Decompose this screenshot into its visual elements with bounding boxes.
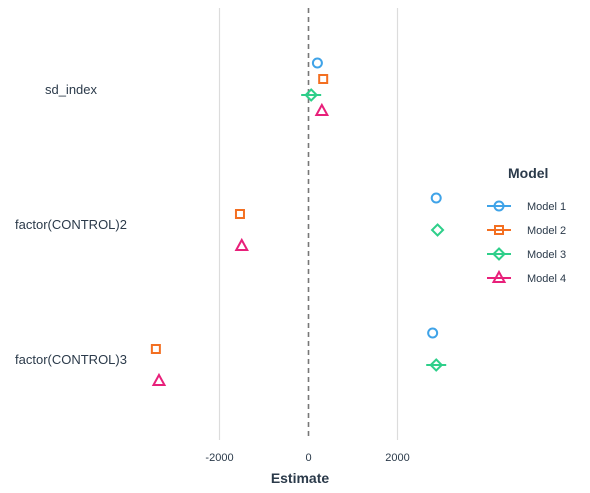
term-label: factor(CONTROL)3 [15, 352, 127, 367]
data-points [150, 57, 447, 386]
legend-key-marker [492, 247, 506, 261]
data-point [234, 237, 249, 251]
legend-entry-label: Model 4 [527, 273, 566, 285]
legend-entry-label: Model 1 [527, 201, 566, 213]
term-label: sd_index [45, 82, 98, 97]
x-axis-title: Estimate [271, 470, 330, 486]
grid-lines [218, 8, 399, 440]
data-point [150, 344, 161, 354]
x-tick-label: 2000 [385, 452, 409, 464]
data-point [318, 74, 329, 84]
legend-title: Model [508, 165, 548, 181]
legend-entry-label: Model 2 [527, 225, 566, 237]
term-axis-labels: sd_index factor(CONTROL)2 factor(CONTROL)3 [15, 82, 127, 367]
x-tick-label: -2000 [205, 452, 233, 464]
x-axis-ticks: -2000 0 2000 [205, 452, 409, 464]
data-point [234, 209, 245, 219]
legend-entry-label: Model 3 [527, 249, 566, 261]
legend: Model Model 1 Model 2 Model 3 Model 4 [487, 165, 566, 285]
data-point [151, 372, 167, 386]
data-point [430, 192, 442, 204]
legend-key-marker [493, 200, 505, 212]
data-point [429, 358, 444, 372]
data-point [427, 327, 439, 339]
data-point [314, 102, 330, 116]
legend-key-marker [494, 225, 504, 235]
x-tick-label: 0 [305, 452, 311, 464]
legend-key-marker [491, 269, 507, 283]
term-label: factor(CONTROL)2 [15, 217, 127, 232]
data-point [304, 88, 319, 102]
data-point [430, 223, 445, 237]
data-point [311, 57, 323, 69]
